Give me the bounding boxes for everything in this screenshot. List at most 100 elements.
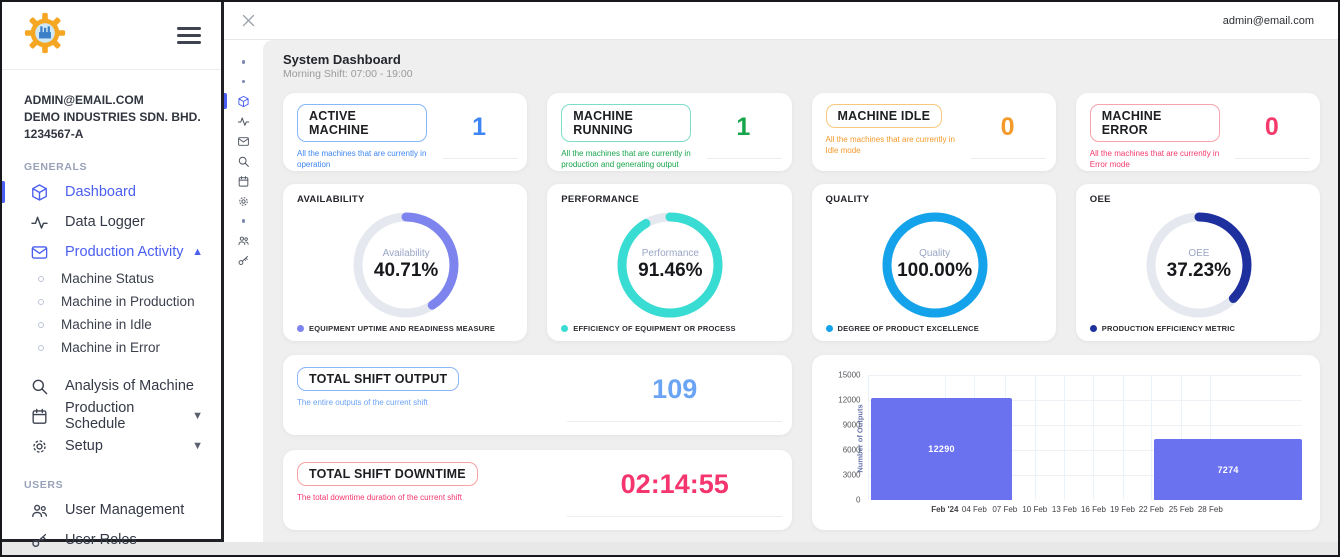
sidebar-item-setup[interactable]: Setup ▼ xyxy=(2,431,221,461)
rail-setup-gear-icon[interactable] xyxy=(224,191,263,211)
sidebar-item-label: Analysis of Machine xyxy=(65,378,194,394)
total-shift-downtime-pill: TOTAL SHIFT DOWNTIME xyxy=(297,462,478,486)
gauge-legend-text: PRODUCTION EFFICIENCY METRIC xyxy=(1101,324,1236,333)
sidebar-item-user-management[interactable]: User Management xyxy=(2,495,221,525)
sidebar-item-analysis-of-machine[interactable]: Analysis of Machine xyxy=(2,371,221,401)
rail-active-indicator xyxy=(224,93,227,109)
sidebar-subitem-machine-in-error[interactable]: Machine in Error xyxy=(2,336,221,359)
activity-icon xyxy=(30,213,49,232)
sidebar-item-user-roles[interactable]: User Roles xyxy=(2,525,221,555)
gauge-legend-text: EQUIPMENT UPTIME AND READINESS MEASURE xyxy=(309,324,496,333)
machine-idle-card: MACHINE IDLE All the machines that are c… xyxy=(811,93,1056,171)
sidebar-subitem-machine-in-idle[interactable]: Machine in Idle xyxy=(2,313,221,336)
rail-dashboard-cube-icon[interactable] xyxy=(224,91,263,111)
production-activity-submenu: Machine Status Machine in Production Mac… xyxy=(2,267,221,359)
chart-x-tick: 07 Feb xyxy=(992,505,1018,514)
availability-gauge-card: AVAILABILITY Availability 40.71% EQUIPME… xyxy=(283,184,528,341)
chevron-down-icon: ▼ xyxy=(192,410,203,422)
gauge-name: Availability xyxy=(382,247,430,259)
oee-donut-chart: OEE 37.23% xyxy=(1143,209,1255,321)
rail-section-dot xyxy=(241,60,246,64)
rail-data-logger-activity-icon[interactable] xyxy=(224,111,263,131)
main-area: admin@email.com System Dashboard Morni xyxy=(224,2,1338,542)
topbar-user-email: admin@email.com xyxy=(1222,14,1314,27)
sidebar-item-label: Production Schedule xyxy=(65,400,135,432)
bottom-row: TOTAL SHIFT OUTPUT The entire outputs of… xyxy=(283,355,1320,530)
account-info: ADMIN@EMAIL.COM DEMO INDUSTRIES SDN. BHD… xyxy=(2,70,221,143)
sidebar-subitem-machine-status[interactable]: Machine Status xyxy=(2,267,221,290)
legend-dot-icon xyxy=(297,325,304,332)
rail-user-roles-key-icon[interactable] xyxy=(224,251,263,271)
section-label-users: USERS xyxy=(24,479,64,491)
rail-production-activity-mail-icon[interactable] xyxy=(224,131,263,151)
sidebar-subitem-label: Machine Status xyxy=(61,271,155,286)
sidebar-item-label: User Roles xyxy=(65,532,137,548)
performance-gauge-card: PERFORMANCE Performance 91.46% EFFICIENC… xyxy=(547,184,792,341)
close-icon[interactable] xyxy=(241,13,256,28)
chart-x-tick: 19 Feb xyxy=(1110,505,1135,514)
sidebar-item-production-schedule[interactable]: Production Schedule ▼ xyxy=(2,400,221,432)
rail-schedule-calendar-icon[interactable] xyxy=(224,171,263,191)
sidebar: ADMIN@EMAIL.COM DEMO INDUSTRIES SDN. BHD… xyxy=(2,2,224,548)
sidebar-subitem-label: Machine in Idle xyxy=(61,317,152,332)
machine-error-description: All the machines that are currently in E… xyxy=(1089,149,1220,169)
machine-idle-value: 0 xyxy=(1000,112,1015,141)
machine-idle-pill: MACHINE IDLE xyxy=(825,104,943,128)
sidebar-subitem-machine-in-production[interactable]: Machine in Production xyxy=(2,290,221,313)
legend-dot-icon xyxy=(825,325,833,332)
performance-donut-chart: Performance 91.46% xyxy=(614,209,726,321)
chart-x-tick: 28 Feb xyxy=(1197,505,1223,514)
mail-icon xyxy=(30,243,49,262)
chart-x-tick: 04 Feb xyxy=(961,505,987,514)
sidebar-toggle-hamburger-icon[interactable] xyxy=(177,23,201,49)
total-shift-output-card: TOTAL SHIFT OUTPUT The entire outputs of… xyxy=(283,355,792,435)
machine-error-value: 0 xyxy=(1264,112,1279,141)
topbar: admin@email.com xyxy=(224,2,1338,40)
sidebar-header xyxy=(2,2,221,70)
machine-idle-description: All the machines that are currently in I… xyxy=(825,135,955,155)
oee-gauge-card: OEE OEE 37.23% PRODUCTION EFFICIENCY MET… xyxy=(1075,184,1320,341)
chart-y-tick: 15000 xyxy=(838,370,861,380)
account-reg-no: 1234567-A xyxy=(24,127,84,141)
availability-donut-chart: Availability 40.71% xyxy=(350,209,462,321)
chart-y-tick: 12000 xyxy=(838,395,861,405)
sidebar-item-label: User Management xyxy=(65,502,185,518)
gauge-value: 40.71% xyxy=(373,259,439,281)
sidebar-item-label: Production Activity xyxy=(65,244,184,260)
sidebar-item-dashboard[interactable]: Dashboard xyxy=(2,177,221,207)
rail-user-management-people-icon[interactable] xyxy=(224,231,263,251)
total-shift-output-value: 109 xyxy=(652,373,698,404)
active-machine-description: All the machines that are currently in o… xyxy=(297,149,427,169)
bar-chart-xaxis: Feb '24 04 Feb 07 Feb 10 Feb 13 Feb 16 Feb 19 … xyxy=(868,505,1303,521)
rail-section-dot xyxy=(241,79,246,83)
sidebar-subitem-label: Machine in Error xyxy=(61,340,161,355)
total-shift-downtime-value: 02:14:55 xyxy=(620,468,729,499)
page-title: System Dashboard xyxy=(283,52,401,67)
search-icon xyxy=(30,377,49,396)
bullet-circle-icon xyxy=(38,275,44,282)
company-logo-gear-icon xyxy=(24,12,66,59)
active-machine-value: 1 xyxy=(472,112,487,141)
chart-y-axis-label: Number of Outputs xyxy=(855,403,865,473)
sidebar-item-production-activity[interactable]: Production Activity ▲ xyxy=(2,237,221,267)
bar-chart-plot: 12290 7274 xyxy=(867,375,1302,500)
sidebar-item-data-logger[interactable]: Data Logger xyxy=(2,207,221,237)
active-machine-card: ACTIVE MACHINE All the machines that are… xyxy=(283,93,528,171)
rail-analysis-search-icon[interactable] xyxy=(224,151,263,171)
gauge-title: PERFORMANCE xyxy=(561,194,639,205)
total-shift-output-pill: TOTAL SHIFT OUTPUT xyxy=(297,367,460,391)
cube-icon xyxy=(30,183,49,202)
account-company: DEMO INDUSTRIES SDN. BHD. xyxy=(24,110,201,124)
stat-cards-row: ACTIVE MACHINE All the machines that are… xyxy=(283,93,1320,171)
page-subtitle: Morning Shift: 07:00 - 19:00 xyxy=(283,68,413,80)
output-bar-chart-card: Number of Outputs 0 3000 6000 9000 12000 1500… xyxy=(811,355,1320,530)
chart-x-tick: Feb '24 xyxy=(931,505,959,514)
account-email: ADMIN@EMAIL.COM xyxy=(24,93,144,107)
people-icon xyxy=(30,501,49,520)
rail-section-dot xyxy=(241,219,246,223)
sidebar-item-label: Setup xyxy=(65,438,103,454)
legend-dot-icon xyxy=(561,325,569,332)
gauge-title: OEE xyxy=(1089,194,1111,205)
section-label-generals: GENERALS xyxy=(24,161,88,173)
machine-running-description: All the machines that are currently in p… xyxy=(561,149,691,169)
